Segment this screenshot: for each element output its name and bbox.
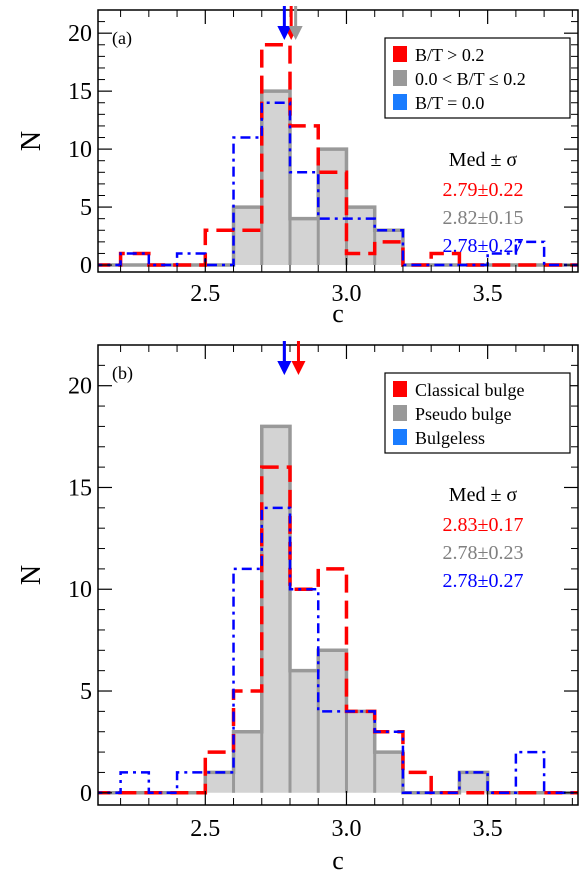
- x-tick-label: 3.0: [331, 281, 361, 307]
- stats-value: 2.78±0.23: [443, 542, 524, 564]
- legend-box: [384, 372, 571, 454]
- histogram-line-B/T = 0.0: [98, 101, 578, 267]
- x-tick-label: 3.5: [473, 816, 503, 842]
- legend-swatch: [393, 405, 407, 421]
- y-tick-label: 20: [68, 21, 92, 47]
- y-tick-label: 15: [68, 79, 92, 105]
- panel-b: 0 5 10 15 20 2.5 3.0 3.5 c N (b) Classical bulge Pse…: [16, 341, 579, 875]
- panel-label: (a): [112, 28, 132, 49]
- y-tick-label: 0: [80, 253, 92, 279]
- y-tick-label: 5: [80, 679, 92, 705]
- x-axis-label: c: [332, 846, 344, 875]
- histogram-line-B/T > 0.2: [98, 43, 578, 267]
- legend-swatch: [393, 381, 407, 397]
- median-arrow-head: [277, 361, 292, 375]
- histogram-fill-0.0 < B/T ≤ 0.2: [98, 91, 578, 266]
- median-arrow-head: [288, 26, 303, 40]
- y-axis-label: N: [16, 131, 47, 151]
- legend-label: Pseudo bulge: [415, 404, 512, 424]
- plot-area: [98, 43, 578, 267]
- y-tick-label: 20: [68, 374, 92, 400]
- legend-swatch: [393, 46, 407, 62]
- x-tick-label: 2.5: [190, 816, 220, 842]
- x-tick-label: 3.5: [473, 281, 503, 307]
- legend-label: B/T > 0.2: [415, 45, 484, 65]
- histogram-line-Pseudo bulge: [98, 424, 578, 795]
- y-axis-label: N: [16, 565, 47, 585]
- stats-value: 2.78±0.27: [443, 235, 524, 257]
- x-tick-label: 3.0: [331, 816, 361, 842]
- median-arrow: [291, 341, 306, 375]
- panel-label: (b): [112, 363, 133, 384]
- legend-swatch: [393, 429, 407, 445]
- stats-value: 2.78±0.27: [443, 570, 524, 592]
- legend-label: 0.0 < B/T ≤ 0.2: [415, 69, 526, 89]
- y-tick-label: 10: [68, 577, 92, 603]
- x-tick-label: 2.5: [190, 281, 220, 307]
- plot-area: [98, 424, 578, 795]
- median-arrow: [277, 341, 292, 375]
- legend-swatch: [393, 70, 407, 86]
- legend-label: B/T = 0.0: [415, 93, 484, 113]
- y-tick-label: 10: [68, 137, 92, 163]
- histogram-line-Classical bulge: [98, 465, 578, 795]
- stats-title: Med ± σ: [449, 484, 518, 506]
- median-arrow: [288, 6, 303, 40]
- median-arrow-head: [291, 361, 306, 375]
- legend-label: Bulgeless: [415, 428, 485, 448]
- stats-value: 2.82±0.15: [443, 207, 524, 229]
- axes-frame: [97, 344, 579, 806]
- y-tick-label: 0: [80, 781, 92, 807]
- y-tick-label: 5: [80, 195, 92, 221]
- stats-title: Med ± σ: [449, 149, 518, 171]
- median-arrow-head: [277, 26, 292, 40]
- legend-swatch: [393, 94, 407, 110]
- legend-box: [384, 37, 571, 119]
- histogram-fill-Pseudo bulge: [98, 426, 578, 793]
- y-tick-label: 15: [68, 475, 92, 501]
- panel-a: 0 5 10 15 20 2.5 3.0 3.5 c N (a) B/T > 0.2 0.0 < B/T…: [16, 6, 579, 328]
- median-arrow: [277, 6, 292, 40]
- legend-label: Classical bulge: [415, 380, 524, 400]
- stats-value: 2.83±0.17: [443, 514, 524, 536]
- axes-frame: [97, 9, 579, 273]
- stats-value: 2.79±0.22: [443, 179, 524, 201]
- x-axis-label: c: [332, 299, 344, 328]
